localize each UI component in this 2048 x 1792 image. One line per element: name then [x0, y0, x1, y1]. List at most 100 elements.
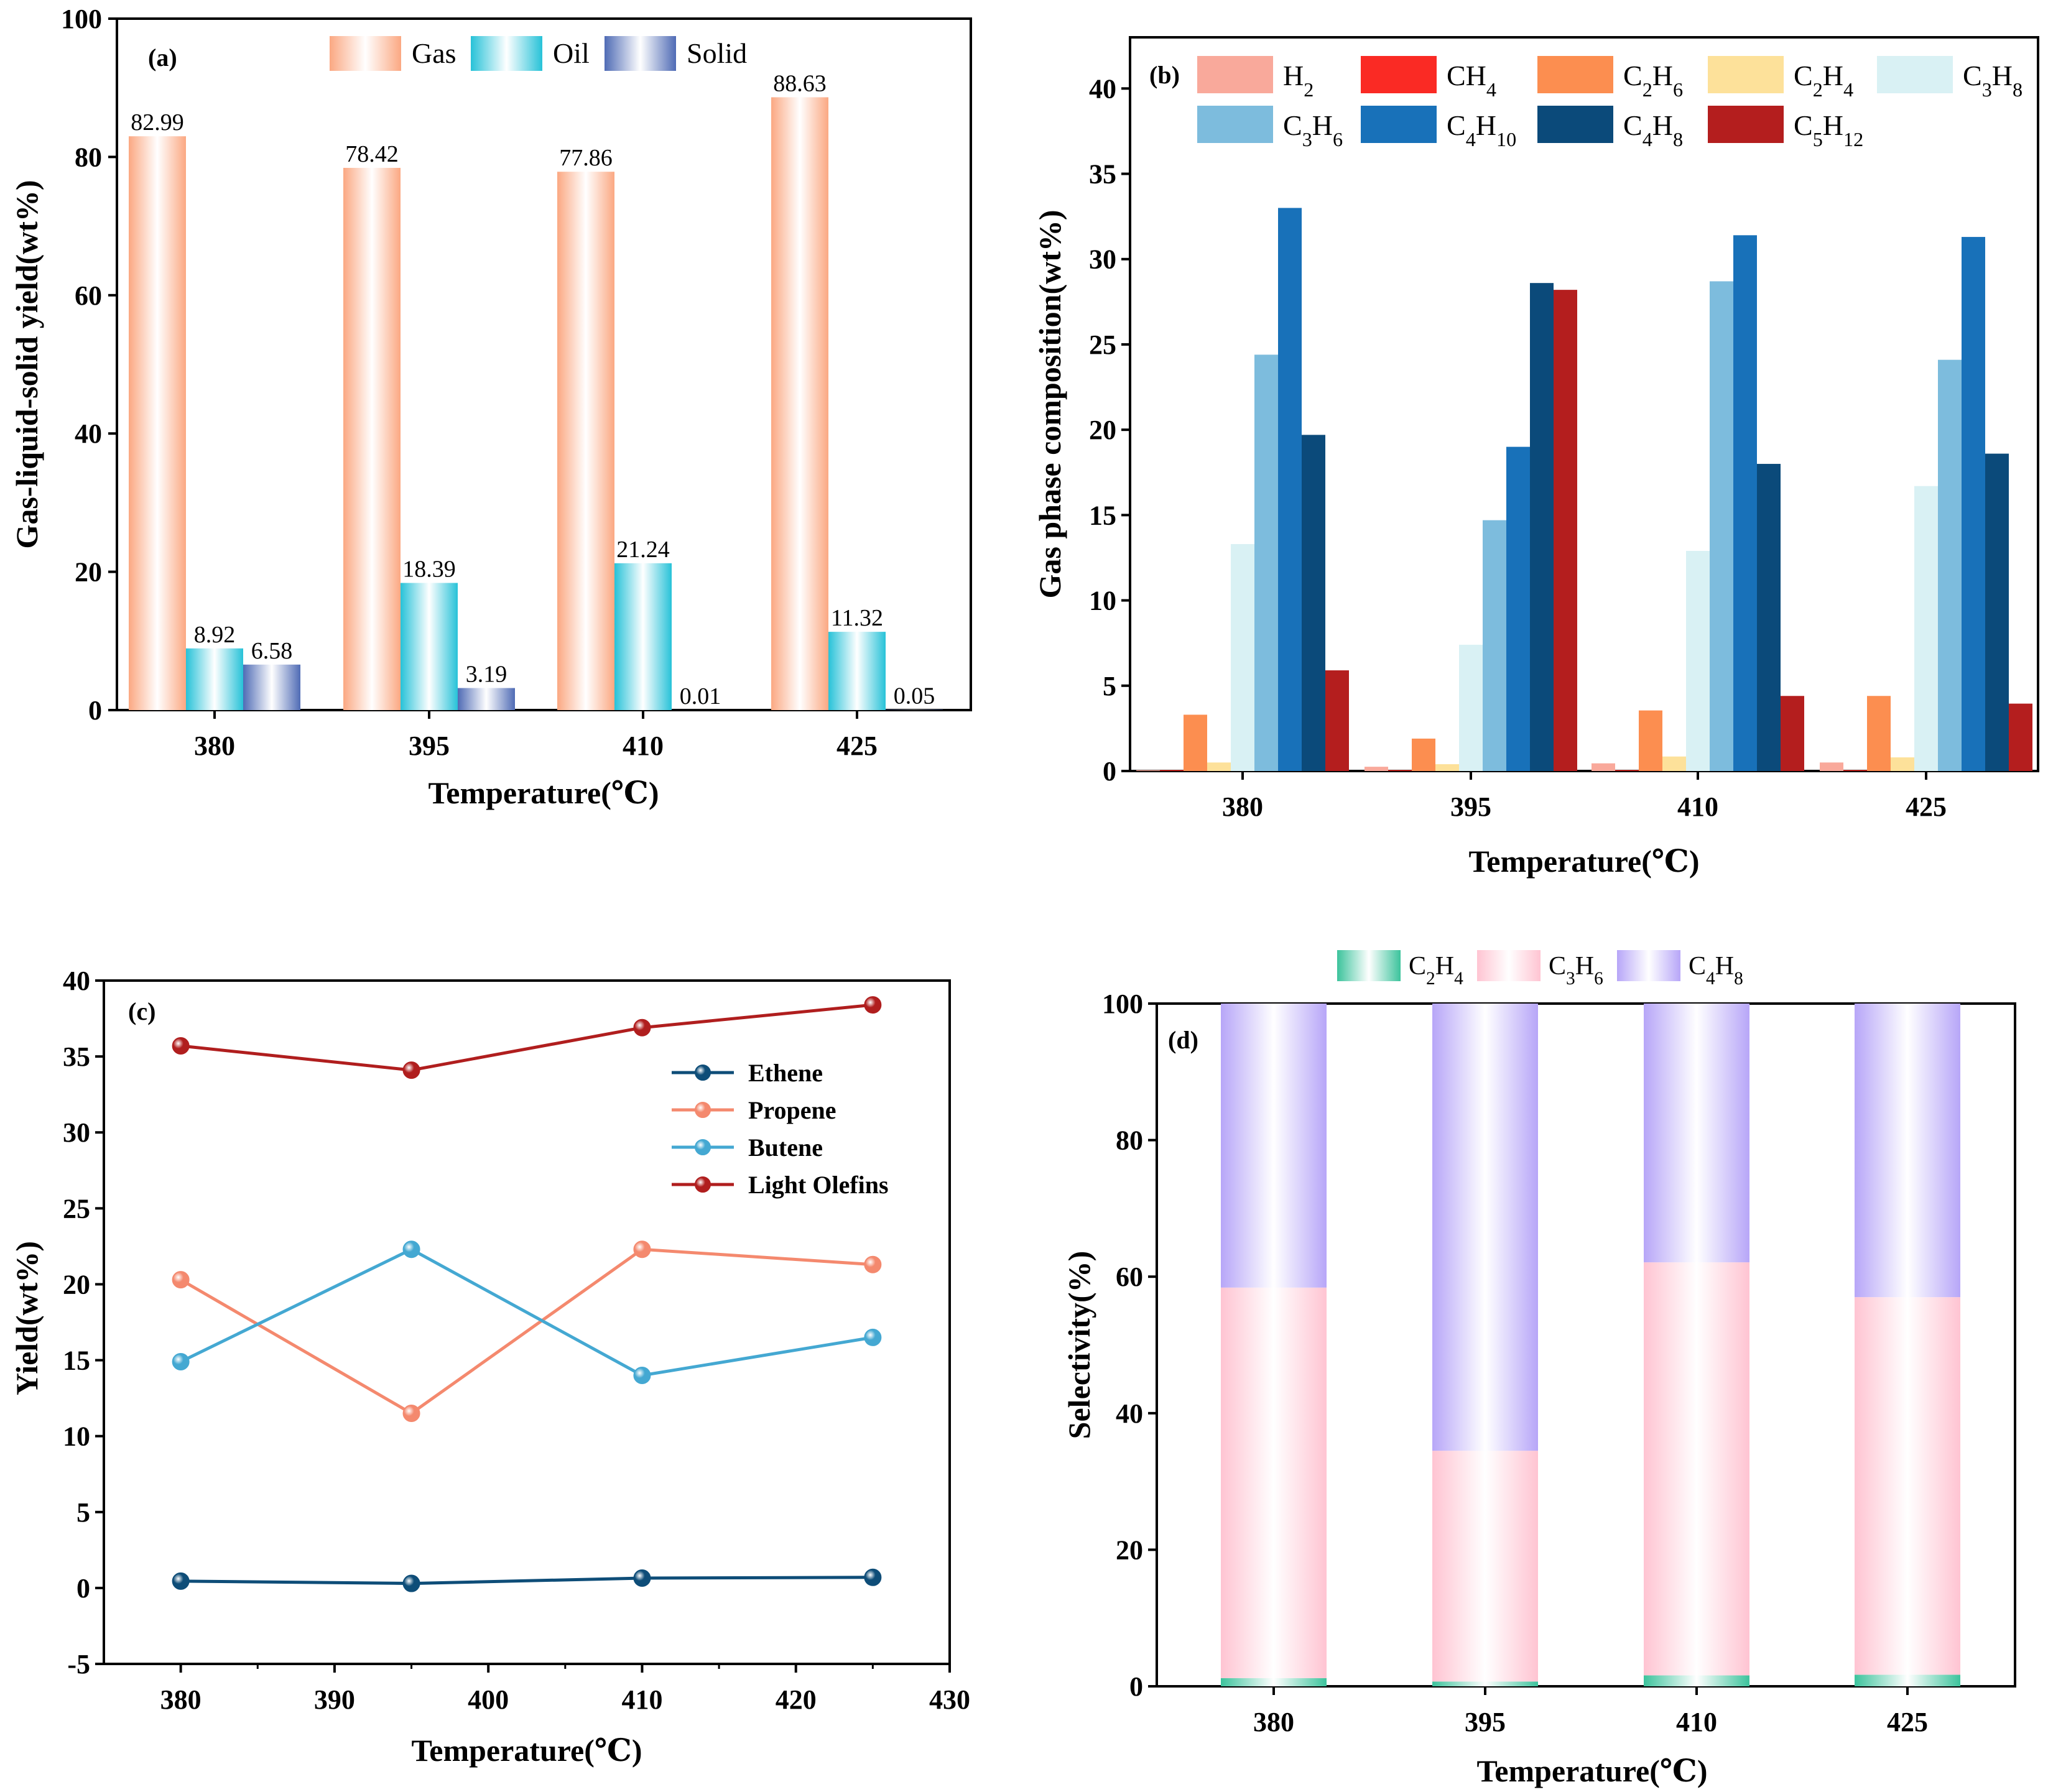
- y-tick-label: 40: [1116, 1398, 1143, 1429]
- legend-label-c4h10-sub2: 10: [1496, 128, 1516, 150]
- legend-swatch-oil: [471, 36, 542, 71]
- panel-c-frame: [103, 979, 951, 1665]
- x-tick-label: 380: [194, 731, 235, 761]
- legend-label-c4h8: C4H8: [1689, 952, 1743, 989]
- bar-c5h12-410: [1781, 696, 1804, 771]
- legend-label-c2h4-sub: 2: [1426, 969, 1435, 989]
- x-tick-label: 395: [1450, 792, 1491, 822]
- legend-label-c2h6: C2H6: [1623, 60, 1683, 101]
- legend-label-c3h8-sub: 3: [1982, 78, 1992, 101]
- y-tick-label: 35: [1089, 159, 1116, 190]
- legend-label-c5h12-sub2: 12: [1843, 128, 1863, 150]
- data-label: 77.86: [559, 145, 613, 171]
- legend-label-h2-base: H: [1283, 60, 1304, 91]
- x-tick-label: 425: [836, 731, 878, 761]
- legend-label-c3h8: C3H8: [1963, 60, 2023, 101]
- bar-c2h4-410: [1644, 1675, 1749, 1686]
- legend-label-ch4-base: CH: [1447, 60, 1486, 91]
- bar-c2h4-380: [1207, 762, 1231, 771]
- legend-swatch-c4h10: [1361, 106, 1437, 143]
- y-tick-label: 80: [1116, 1125, 1143, 1156]
- bar-oil-425: [828, 632, 886, 710]
- panel-d-legend: C2H4 C3H6 C4H8: [1337, 950, 1743, 989]
- bar-h2-380: [1136, 770, 1160, 771]
- data-label: 0.05: [894, 683, 935, 709]
- point-ethene-395: [402, 1574, 420, 1592]
- bar-c3h8-410: [1686, 551, 1710, 771]
- legend-swatch-c4h8: [1537, 106, 1613, 143]
- panel-d-frame: [1156, 1002, 2016, 1688]
- data-label: 3.19: [466, 662, 507, 688]
- panel-a-label: (a): [148, 44, 177, 72]
- legend-swatch-h2: [1197, 56, 1273, 93]
- series-line-ethene: [180, 1576, 873, 1586]
- x-tick-label: 410: [1677, 792, 1718, 822]
- bar-c3h6-395: [1432, 1451, 1538, 1682]
- y-tick-label: 60: [75, 280, 102, 311]
- legend-label-ch4-sub: 4: [1486, 78, 1496, 101]
- panel-a-frame: [116, 17, 972, 711]
- legend-swatch-gas: [330, 36, 401, 71]
- y-tick-label: 35: [63, 1041, 90, 1072]
- bar-c3h8-395: [1459, 644, 1483, 771]
- bar-c4h10-380: [1278, 208, 1302, 772]
- bar-h2-425: [1820, 762, 1843, 771]
- point-propene-395: [402, 1405, 420, 1423]
- legend-label-c2h4: C2H4: [1794, 60, 1853, 101]
- panel-c-ylabel: Yield(wt%): [9, 1241, 44, 1395]
- bar-gas-410: [557, 172, 614, 711]
- panel-b-frame: [1129, 36, 2039, 772]
- bar-ch4-410: [1615, 770, 1639, 771]
- bar-c4h8-410: [1644, 1004, 1749, 1263]
- bar-c3h6-410: [1644, 1262, 1749, 1676]
- bar-c3h8-380: [1231, 544, 1254, 771]
- panel-d: 0 20 40 60 80 100 380 395 410 425 (d) Temperatur…: [1062, 950, 2016, 1788]
- bar-c3h6-425: [1855, 1297, 1960, 1675]
- y-tick-label: 30: [1089, 244, 1116, 275]
- bar-c2h6-395: [1412, 738, 1435, 771]
- legend-swatch-c2h4: [1708, 56, 1784, 93]
- x-tick-label: 400: [468, 1684, 509, 1715]
- y-tick-label: 30: [63, 1117, 90, 1148]
- y-tick-label: 40: [1089, 73, 1116, 104]
- panel-c-label: (c): [128, 997, 155, 1025]
- data-label: 88.63: [773, 70, 827, 96]
- point-butene-395: [402, 1240, 420, 1259]
- y-tick-label: 100: [1102, 989, 1143, 1019]
- point-propene-425: [864, 1255, 882, 1273]
- panel-d-xlabel: Temperature(℃): [1477, 1753, 1708, 1788]
- legend-marker: [695, 1065, 711, 1081]
- y-tick-label: 25: [1089, 330, 1116, 360]
- y-tick-label: 25: [63, 1193, 90, 1224]
- legend-label-c2h6-base: C: [1623, 60, 1643, 91]
- bar-solid-395: [458, 688, 515, 710]
- bar-gas-395: [343, 167, 401, 710]
- point-butene-425: [864, 1328, 882, 1346]
- panel-b-label: (b): [1149, 61, 1180, 89]
- legend-label-c3h8-sub2: 8: [2013, 78, 2023, 101]
- bar-c3h6-380: [1254, 354, 1278, 771]
- bar-ch4-380: [1160, 770, 1184, 771]
- legend-label-ethene: Ethene: [748, 1059, 823, 1087]
- legend-label-c5h12-base: C: [1794, 109, 1813, 141]
- legend-label-c2h4-sub2: 4: [1843, 78, 1853, 101]
- legend-swatch-c5h12: [1708, 106, 1784, 143]
- bar-c4h8-395: [1530, 283, 1554, 771]
- legend-label-c2h4-sub: 2: [1813, 78, 1823, 101]
- legend-label-c3h6-sub: 3: [1302, 128, 1312, 150]
- point-propene-410: [633, 1240, 651, 1259]
- bar-c3h6-395: [1483, 520, 1506, 771]
- legend-label-c2h6-sub: 2: [1643, 78, 1652, 101]
- x-tick-label: 380: [1222, 792, 1263, 822]
- legend-label-c4h10-mid: H: [1476, 109, 1496, 141]
- panel-b-ylabel: Gas phase composition(wt%): [1032, 210, 1067, 598]
- bar-c3h6-410: [1710, 281, 1733, 772]
- legend-label-c2h4: C2H4: [1409, 952, 1463, 989]
- bar-c3h8-425: [1914, 486, 1938, 771]
- x-tick-label: 395: [409, 731, 450, 761]
- legend-label-c4h8-sub: 4: [1706, 969, 1715, 989]
- legend-label-c4h8-mid: H: [1652, 109, 1673, 141]
- legend-label-c5h12-sub: 5: [1813, 128, 1823, 150]
- bar-c4h8-425: [1855, 1004, 1960, 1298]
- legend-label-c3h6-sub2: 6: [1594, 969, 1603, 989]
